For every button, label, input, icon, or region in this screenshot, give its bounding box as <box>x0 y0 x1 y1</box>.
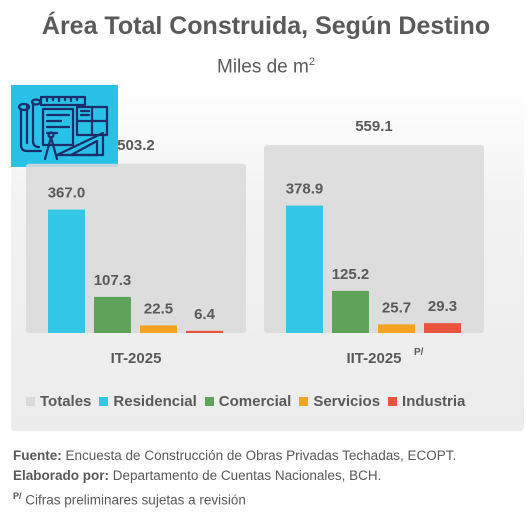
total-value-label: 559.1 <box>355 118 393 135</box>
preliminary-text: Cifras preliminares sujetas a revisión <box>25 492 246 508</box>
preliminary-note: P/ Cifras preliminares sujetas a revisió… <box>13 486 456 511</box>
legend-swatch-servicios <box>299 397 309 406</box>
legend-label-comercial: Comercial <box>218 393 292 410</box>
bar-servicios <box>378 324 415 333</box>
bar-comercial <box>94 296 131 333</box>
bar-value-label: 378.9 <box>286 181 324 198</box>
legend-label-totales: Totales <box>40 393 92 410</box>
bar-value-label: 107.3 <box>94 272 132 289</box>
bar-industria <box>424 323 461 333</box>
legend-item-servicios: Servicios <box>299 393 380 410</box>
made-by-note: Elaborado por: Departamento de Cuentas N… <box>13 466 456 486</box>
bar-value-label: 125.2 <box>332 266 370 283</box>
bar-value-label: 25.7 <box>382 299 411 316</box>
bar-industria <box>186 330 223 333</box>
legend-label-servicios: Servicios <box>313 393 381 410</box>
bar-value-label: 29.3 <box>428 298 457 315</box>
architecture-blueprint-icon <box>11 85 118 167</box>
legend-swatch-residencial <box>99 397 109 406</box>
legend-swatch-totales <box>26 397 35 406</box>
bar-residencial <box>286 205 323 333</box>
source-label: Fuente: <box>13 448 62 463</box>
total-value-label: 503.2 <box>117 137 155 154</box>
bar-value-label: 367.0 <box>48 185 86 202</box>
legend-item-totales: Totales <box>26 393 91 410</box>
category-label: IIT-2025 <box>346 350 401 367</box>
chart-subtitle: Miles de m2 <box>0 56 532 78</box>
made-by-text: Departamento de Cuentas Nacionales, BCH. <box>112 468 382 483</box>
chart-legend: Totales Residencial Comercial Servicios … <box>26 393 465 410</box>
legend-label-industria: Industria <box>402 393 466 410</box>
legend-swatch-industria <box>388 397 398 406</box>
bar-value-label: 6.4 <box>194 306 216 323</box>
chart-notes: Fuente: Encuesta de Construcción de Obra… <box>13 446 456 511</box>
bar-residencial <box>48 209 85 333</box>
legend-item-residencial: Residencial <box>99 393 197 410</box>
preliminary-superscript: P/ <box>13 491 22 501</box>
category-suffix-label: P/ <box>414 347 424 358</box>
subtitle-text: Miles de m <box>217 56 309 78</box>
chart-title: Área Total Construida, Según Destino <box>41 12 491 40</box>
legend-item-industria: Industria <box>388 393 465 410</box>
source-text: Encuesta de Construcción de Obras Privad… <box>65 448 457 463</box>
source-note: Fuente: Encuesta de Construcción de Obra… <box>13 446 456 466</box>
bar-servicios <box>140 325 177 333</box>
legend-swatch-comercial <box>204 397 214 406</box>
legend-item-comercial: Comercial <box>204 393 292 410</box>
category-label: IT-2025 <box>111 350 162 367</box>
legend-label-residencial: Residencial <box>113 393 197 410</box>
blueprint-drawing-icon <box>17 95 109 161</box>
bar-comercial <box>332 290 369 333</box>
bar-value-label: 22.5 <box>144 300 173 317</box>
made-by-label: Elaborado por: <box>13 468 110 483</box>
subtitle-superscript: 2 <box>308 56 315 68</box>
